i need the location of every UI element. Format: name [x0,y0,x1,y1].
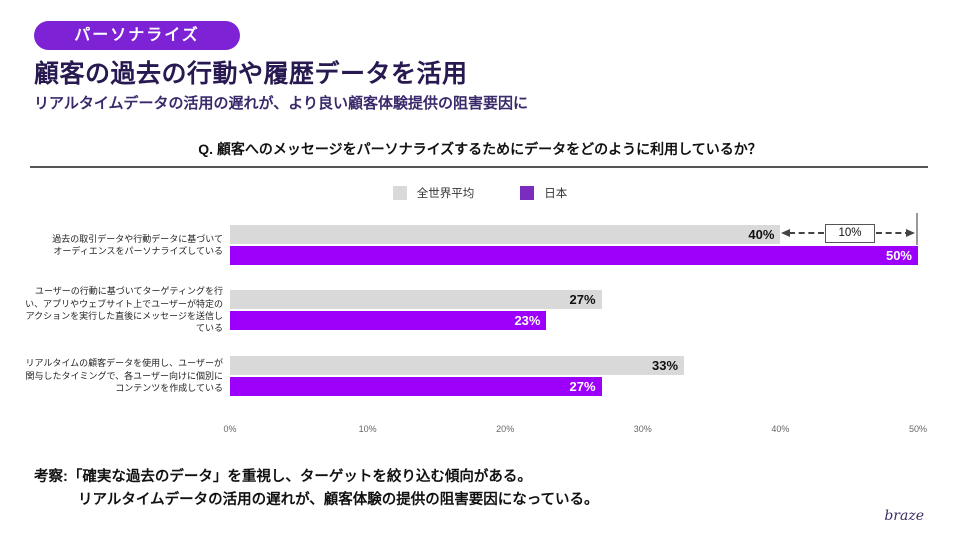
bar-value-label: 23% [514,313,541,328]
legend-label-japan: 日本 [544,188,568,200]
bar-global-2: 27% [230,290,602,309]
global-average-swatch [392,186,407,200]
braze-logo: braze [884,508,924,524]
bar-group-3: リアルタイムの顧客データを使用し、ユーザーが 関与したタイミングで、各ユーザー向… [25,356,918,398]
x-tick-20: 20% [496,424,515,434]
difference-annotation: 10% [825,224,875,243]
bar-chart: 過去の取引データや行動データに基づいて オーディエンスをパーソナライズしている 4… [25,225,918,405]
badge-label: パーソナライズ [74,27,200,44]
bar-value-label: 33% [652,358,679,373]
bar-group-1: 過去の取引データや行動データに基づいて オーディエンスをパーソナライズしている 4… [52,225,918,267]
bar-value-label: 40% [748,227,775,242]
category-label-1: 過去の取引データや行動データに基づいて オーディエンスをパーソナライズしている [52,233,223,256]
insight-line-1: 考察:「確実な過去のデータ」を重視し、ターゲットを絞り込む傾向がある。 [34,469,532,485]
bar-group-2: ユーザーの行動に基づいてターゲティングを行 い、アプリやウェブサイト上でユーザー… [25,286,918,333]
category-label-2: ユーザーの行動に基づいてターゲティングを行 い、アプリやウェブサイト上でユーザー… [25,286,223,334]
x-tick-40: 40% [771,424,790,434]
bar-global-3: 33% [230,356,685,375]
bar-japan-3: 27% [230,377,602,396]
bar-japan-2: 23% [230,311,547,330]
legend-item-japan: 日本 [520,185,567,201]
bar-value-label: 27% [569,379,596,394]
chart-legend: 全世界平均 日本 [0,185,960,201]
fifty-percent-guideline [916,213,918,245]
legend-item-global: 全世界平均 [392,185,475,201]
x-tick-50: 50% [908,424,928,434]
horizontal-divider [30,166,928,168]
arrow-left-icon [781,229,790,237]
x-axis: 0% 10% 20% 30% 40% 50% [223,424,927,438]
insight-text: 考察:「確実な過去のデータ」を重視し、ターゲットを絞り込む傾向がある。 リアルタ… [34,466,599,512]
bar-japan-1: 50% [230,246,918,265]
category-label-3: リアルタイムの顧客データを使用し、ユーザーが 関与したタイミングで、各ユーザー向… [25,358,223,394]
insight-line-2: リアルタイムデータの活用の遅れが、顧客体験の提供の阻害要因になっている。 [78,492,599,509]
personalize-badge: パーソナライズ [34,21,240,50]
x-tick-30: 30% [633,424,652,434]
x-tick-0: 0% [223,424,237,434]
page-title: 顧客の過去の行動や履歴データを活用 [34,60,468,88]
legend-label-global: 全世界平均 [416,188,475,200]
survey-question: Q. 顧客へのメッセージをパーソナライズするためにデータをどのように利用している… [198,141,762,157]
bar-global-1: 40% [230,225,781,244]
arrow-right-icon [906,229,915,237]
bar-value-label: 27% [569,292,596,307]
japan-swatch [520,186,535,200]
bar-value-label: 50% [885,248,912,263]
page-subtitle: リアルタイムデータの活用の遅れが、より良い顧客体験提供の阻害要因に [34,95,528,112]
x-tick-10: 10% [358,424,377,434]
